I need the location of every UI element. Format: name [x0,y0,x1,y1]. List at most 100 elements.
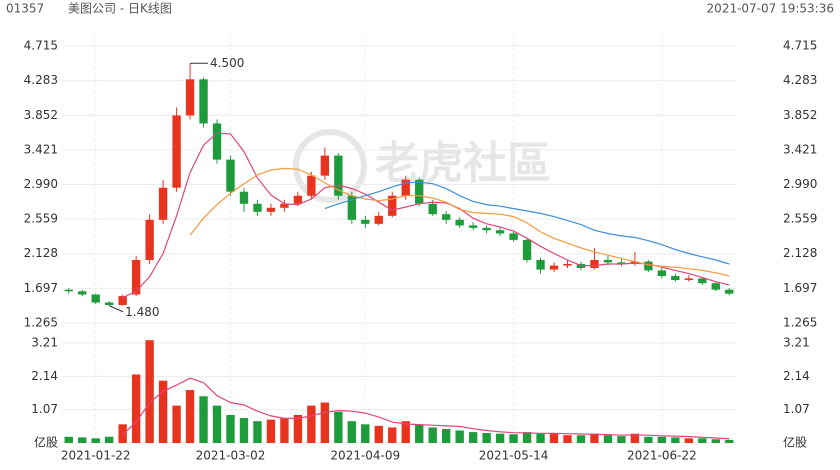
candle-body [374,215,383,224]
chart-title: 美图公司 - 日K线图 [68,2,172,16]
candle-body [590,259,599,269]
candle-body [361,219,370,224]
candle-body [320,155,330,176]
volume-bar [576,435,586,443]
volume-bar [239,418,249,443]
candle-body [105,302,114,305]
y-tick-label-left: 2.990 [24,177,58,191]
candle-body [253,203,262,212]
candle-body [415,179,424,204]
y-tick-label-right: 1.07 [783,402,810,416]
volume-bar [617,436,626,443]
volume-bar [590,433,599,443]
volume-bar [563,435,572,443]
volume-bar [361,424,370,443]
min-label: 1.480 [125,305,159,319]
volume-bar [657,436,667,443]
volume-bar [226,414,235,443]
y-tick-label-left: 1.265 [24,316,58,330]
candle-body [442,214,451,220]
x-tick-label: 2021-06-22 [627,449,697,463]
candle-body [509,233,518,240]
candle-body [468,225,478,228]
candle-body [522,239,532,260]
volume-bar [711,439,720,443]
candle-body [671,276,680,281]
candle-body [563,263,572,266]
candle-body [482,227,491,231]
volume-bar [549,433,559,443]
y-tick-label-right: 4.715 [783,39,817,53]
ma-line [324,181,730,265]
candle-body [401,179,410,196]
volume-bar [630,433,640,443]
candle-body [145,219,154,260]
y-tick-label-right: 4.283 [783,73,817,87]
y-tick-label-left: 3.421 [24,142,58,156]
volume-bar [172,405,181,443]
candle-body [347,195,356,220]
candle-body [293,195,303,204]
volume-bar [334,411,343,443]
candle-body [617,262,626,264]
y-tick-label-right: 亿股 [783,435,807,450]
min-leader [108,305,124,313]
candle-body [428,203,437,215]
y-tick-label-left: 3.852 [24,108,58,122]
y-tick-label-left: 4.283 [24,73,58,87]
volume-bar [698,438,707,443]
volume-bar [293,414,303,443]
watermark-logo [293,129,367,203]
volume-bar [522,432,532,443]
y-tick-label-right: 3.421 [783,142,817,156]
y-tick-label-right: 1.697 [783,281,817,295]
candle-body [698,278,707,284]
y-tick-label-left: 3.21 [31,336,58,350]
candle-body [158,187,168,220]
volume-bar [131,374,141,443]
y-tick-label-left: 亿股 [34,435,58,450]
candle-body [78,291,87,295]
candle-body [226,159,235,192]
candle-body [91,294,100,303]
volume-bar [482,433,491,443]
volume-bar [725,439,734,443]
volume-bar [509,434,518,443]
x-tick-label: 2021-04-09 [330,449,400,463]
candle-body [280,203,289,208]
volume-bar [468,432,478,443]
y-tick-label-left: 2.14 [31,369,58,383]
volume-bar [145,340,154,443]
volume-bar [388,427,397,443]
y-tick-label-right: 3.21 [783,336,810,350]
candle-body [334,155,343,196]
candle-body [266,207,276,212]
y-tick-label-right: 2.14 [783,369,810,383]
volume-bar [428,427,437,443]
volume-bar [78,437,87,443]
candle-body [131,259,141,295]
candle-body [388,195,397,216]
candle-body [239,191,249,204]
volume-bar [320,402,330,443]
volume-bar [307,405,316,443]
candle-body [172,115,181,188]
y-tick-label-left: 2.559 [24,212,58,226]
candle-body [549,265,559,270]
watermark: 老虎社區 [375,138,551,189]
candle-body [185,79,195,116]
candle-body [495,230,505,234]
volume-bar [495,433,505,443]
y-tick-label-left: 2.128 [24,246,58,260]
y-tick-label-right: 3.852 [783,108,817,122]
candle-body [536,259,545,270]
y-tick-label-right: 1.265 [783,316,817,330]
timestamp: 2021-07-07 19:53:36 [707,2,834,16]
y-tick-label-right: 2.559 [783,212,817,226]
y-tick-label-right: 2.128 [783,246,817,260]
ma-line [122,377,730,440]
volume-bar [280,418,289,443]
volume-bar [212,405,222,443]
stock-code: 01357 [6,2,44,16]
volume-bar [536,433,545,443]
